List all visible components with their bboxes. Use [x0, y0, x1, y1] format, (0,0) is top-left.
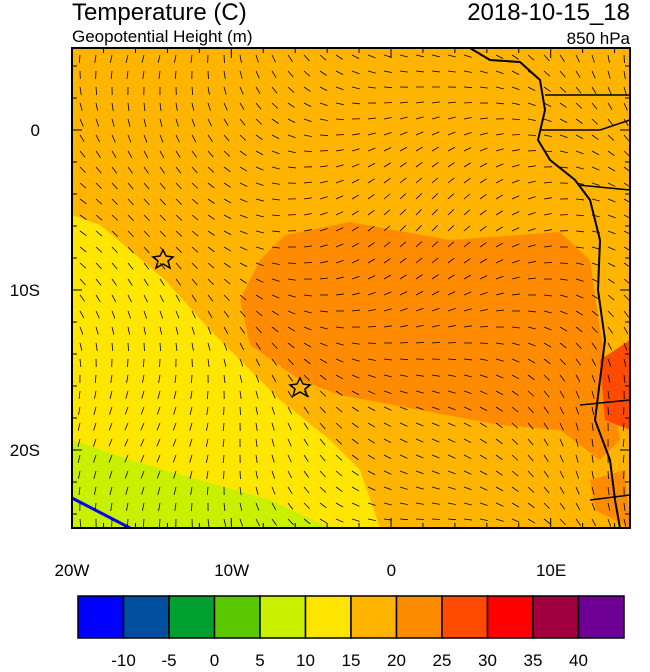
barb [608, 407, 609, 415]
lat-label: 10S [10, 281, 40, 300]
colorbar-label: 30 [478, 651, 497, 667]
colorbar-box [397, 596, 443, 638]
lat-label: 0 [31, 121, 40, 140]
barb [464, 87, 472, 88]
colorbar-box [488, 596, 534, 638]
colorbar-label: 40 [569, 651, 588, 667]
barb [240, 407, 241, 415]
barb [191, 375, 192, 383]
lon-label: 0 [387, 561, 396, 580]
barb [464, 102, 472, 103]
barb [528, 135, 536, 136]
colorbar-box [215, 596, 261, 638]
colorbar-label: -10 [111, 651, 136, 667]
colorbar-label: 10 [296, 651, 315, 667]
lon-label: 20W [55, 561, 90, 580]
barb [448, 359, 456, 360]
colorbar-label: 15 [342, 651, 361, 667]
barb [288, 263, 296, 264]
colorbar-box [579, 596, 625, 638]
barb [400, 359, 408, 360]
colorbar-label: 5 [255, 651, 264, 667]
colorbar-label: 20 [387, 651, 406, 667]
colorbar-label: 25 [433, 651, 452, 667]
colorbar-box [533, 596, 579, 638]
colorbar-label: -5 [161, 651, 176, 667]
barb [128, 343, 129, 351]
colorbar-box [442, 596, 488, 638]
barb [127, 359, 128, 367]
colorbar-box [124, 596, 170, 638]
colorbar-box [306, 596, 352, 638]
colorbar-box [78, 596, 124, 638]
barb [143, 359, 144, 367]
colorbar-label: 35 [524, 651, 543, 667]
colorbar: -10 -5 0 5 10 15 20 25 30 35 40 [78, 596, 624, 667]
title: Temperature (C) [72, 0, 247, 26]
level: 850 hPa [567, 29, 631, 48]
date: 2018-10-15_18 [467, 0, 630, 26]
colorbar-box [351, 596, 397, 638]
barb [159, 519, 160, 527]
barb [208, 71, 209, 79]
barb [384, 87, 392, 88]
colorbar-box [260, 596, 306, 638]
subtitle: Geopotential Height (m) [72, 27, 252, 46]
barb [608, 471, 609, 479]
colorbar-label: 0 [210, 651, 219, 667]
map [72, 48, 631, 528]
barb [320, 135, 328, 136]
lon-label: 10W [214, 561, 249, 580]
lat-label: 20S [10, 441, 40, 460]
barb [240, 471, 241, 479]
lon-label: 10E [536, 561, 566, 580]
colorbar-box [169, 596, 215, 638]
